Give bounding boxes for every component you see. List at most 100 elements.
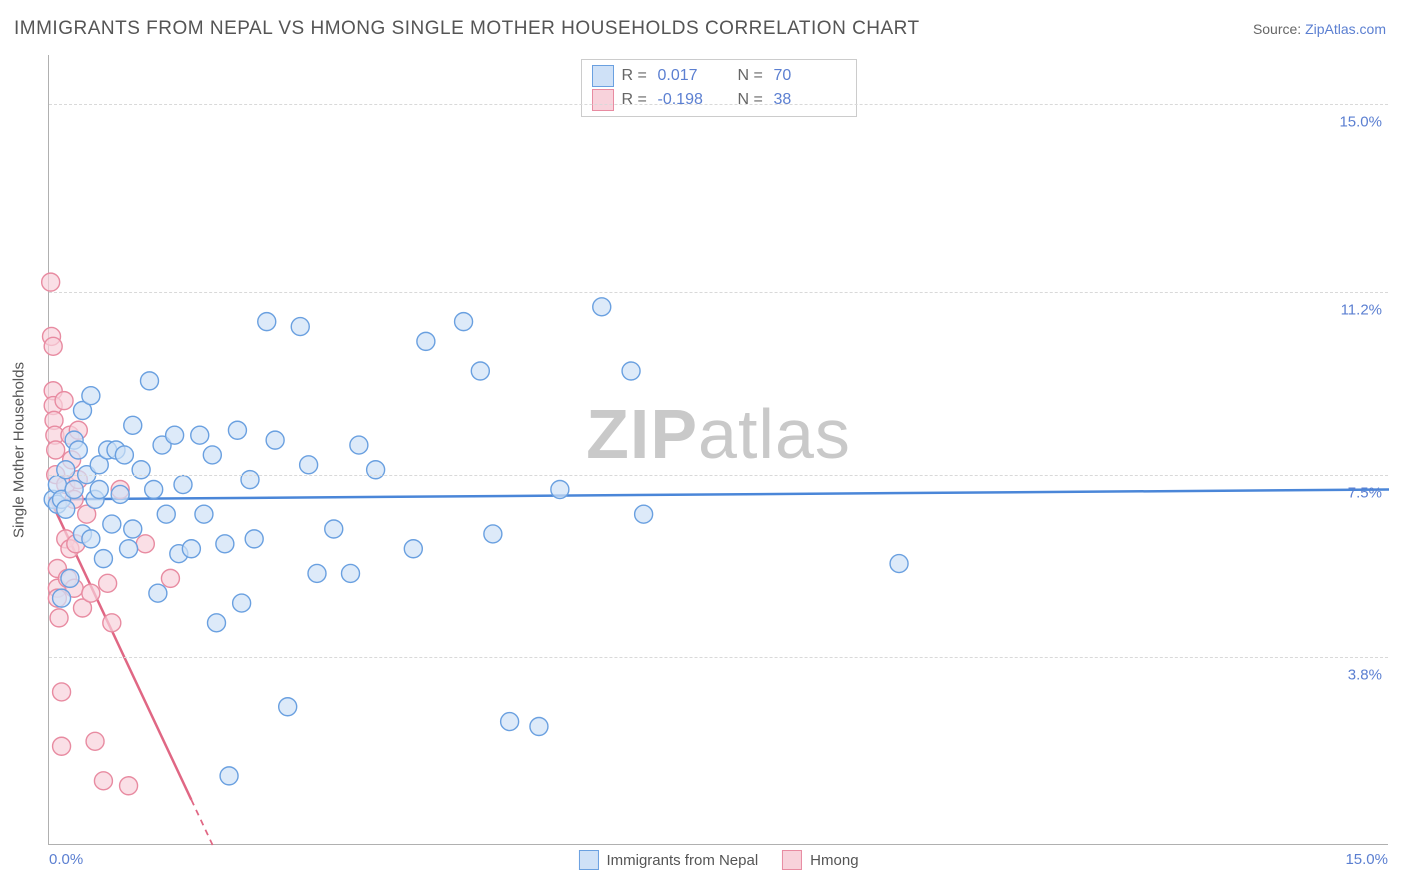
grid-line xyxy=(49,475,1388,476)
data-point xyxy=(69,441,87,459)
data-point xyxy=(115,446,133,464)
data-point xyxy=(53,589,71,607)
legend-series-item: Hmong xyxy=(782,850,858,870)
legend-swatch xyxy=(578,850,598,870)
data-point xyxy=(111,485,129,503)
data-point xyxy=(120,540,138,558)
trend-line-dashed xyxy=(191,800,212,845)
data-point xyxy=(308,564,326,582)
r-label: R = xyxy=(622,67,650,85)
data-point xyxy=(103,614,121,632)
trend-line-solid xyxy=(49,490,1389,500)
data-point xyxy=(82,387,100,405)
chart-title: IMMIGRANTS FROM NEPAL VS HMONG SINGLE MO… xyxy=(14,18,920,40)
r-value: -0.198 xyxy=(658,91,730,109)
legend-swatch xyxy=(782,850,802,870)
legend-correlation-row: R =0.017N =70 xyxy=(592,64,846,88)
data-point xyxy=(124,416,142,434)
source-prefix: Source: xyxy=(1253,21,1305,37)
data-point xyxy=(203,446,221,464)
legend-series-item: Immigrants from Nepal xyxy=(578,850,758,870)
data-point xyxy=(94,550,112,568)
data-point xyxy=(90,481,108,499)
y-axis-label: Single Mother Households xyxy=(11,362,28,538)
data-point xyxy=(300,456,318,474)
data-point xyxy=(55,392,73,410)
data-point xyxy=(141,372,159,390)
data-point xyxy=(65,481,83,499)
data-point xyxy=(367,461,385,479)
data-point xyxy=(136,535,154,553)
data-point xyxy=(216,535,234,553)
data-point xyxy=(530,718,548,736)
data-point xyxy=(233,594,251,612)
y-tick-label: 7.5% xyxy=(1348,484,1382,501)
data-point xyxy=(182,540,200,558)
scatter-chart: Single Mother Households ZIPatlas R =0.0… xyxy=(48,55,1388,845)
data-point xyxy=(132,461,150,479)
data-point xyxy=(404,540,422,558)
data-point xyxy=(191,426,209,444)
data-point xyxy=(622,362,640,380)
legend-series-label: Hmong xyxy=(810,852,858,869)
legend-swatch xyxy=(592,65,614,87)
source-link[interactable]: ZipAtlas.com xyxy=(1305,21,1386,37)
x-tick-max: 15.0% xyxy=(1345,851,1388,868)
data-point xyxy=(417,332,435,350)
data-point xyxy=(149,584,167,602)
legend-swatch xyxy=(592,89,614,111)
data-point xyxy=(593,298,611,316)
data-point xyxy=(890,555,908,573)
data-point xyxy=(350,436,368,454)
data-point xyxy=(245,530,263,548)
legend-correlation-row: R = -0.198 N = 38 xyxy=(592,88,846,112)
data-point xyxy=(501,713,519,731)
data-point xyxy=(44,337,62,355)
data-point xyxy=(325,520,343,538)
n-value: 38 xyxy=(774,91,846,109)
grid-line xyxy=(49,657,1388,658)
data-point xyxy=(291,318,309,336)
grid-line xyxy=(49,292,1388,293)
data-point xyxy=(120,777,138,795)
n-label: N = xyxy=(738,91,766,109)
data-point xyxy=(471,362,489,380)
x-tick-min: 0.0% xyxy=(49,851,83,868)
data-point xyxy=(42,273,60,291)
y-tick-label: 3.8% xyxy=(1348,667,1382,684)
data-point xyxy=(124,520,142,538)
data-point xyxy=(99,574,117,592)
data-point xyxy=(166,426,184,444)
plot-svg xyxy=(49,55,1389,845)
data-point xyxy=(266,431,284,449)
data-point xyxy=(208,614,226,632)
data-point xyxy=(57,500,75,518)
data-point xyxy=(342,564,360,582)
data-point xyxy=(94,772,112,790)
data-point xyxy=(82,530,100,548)
data-point xyxy=(484,525,502,543)
data-point xyxy=(228,421,246,439)
data-point xyxy=(161,569,179,587)
data-point xyxy=(82,584,100,602)
legend-correlation: R =0.017N =70R =-0.198N =38 xyxy=(581,59,857,117)
n-value: 70 xyxy=(774,67,846,85)
data-point xyxy=(220,767,238,785)
data-point xyxy=(551,481,569,499)
data-point xyxy=(47,441,65,459)
data-point xyxy=(258,313,276,331)
data-point xyxy=(57,461,75,479)
n-label: N = xyxy=(738,67,766,85)
header: IMMIGRANTS FROM NEPAL VS HMONG SINGLE MO… xyxy=(0,0,1406,50)
data-point xyxy=(53,683,71,701)
legend-series-label: Immigrants from Nepal xyxy=(606,852,758,869)
grid-line xyxy=(49,104,1388,105)
data-point xyxy=(635,505,653,523)
data-point xyxy=(195,505,213,523)
plot-area: Single Mother Households ZIPatlas R =0.0… xyxy=(48,55,1388,845)
data-point xyxy=(61,569,79,587)
data-point xyxy=(86,732,104,750)
data-point xyxy=(53,737,71,755)
r-label: R = xyxy=(622,91,650,109)
legend-series: Immigrants from Nepal Hmong xyxy=(578,850,858,870)
